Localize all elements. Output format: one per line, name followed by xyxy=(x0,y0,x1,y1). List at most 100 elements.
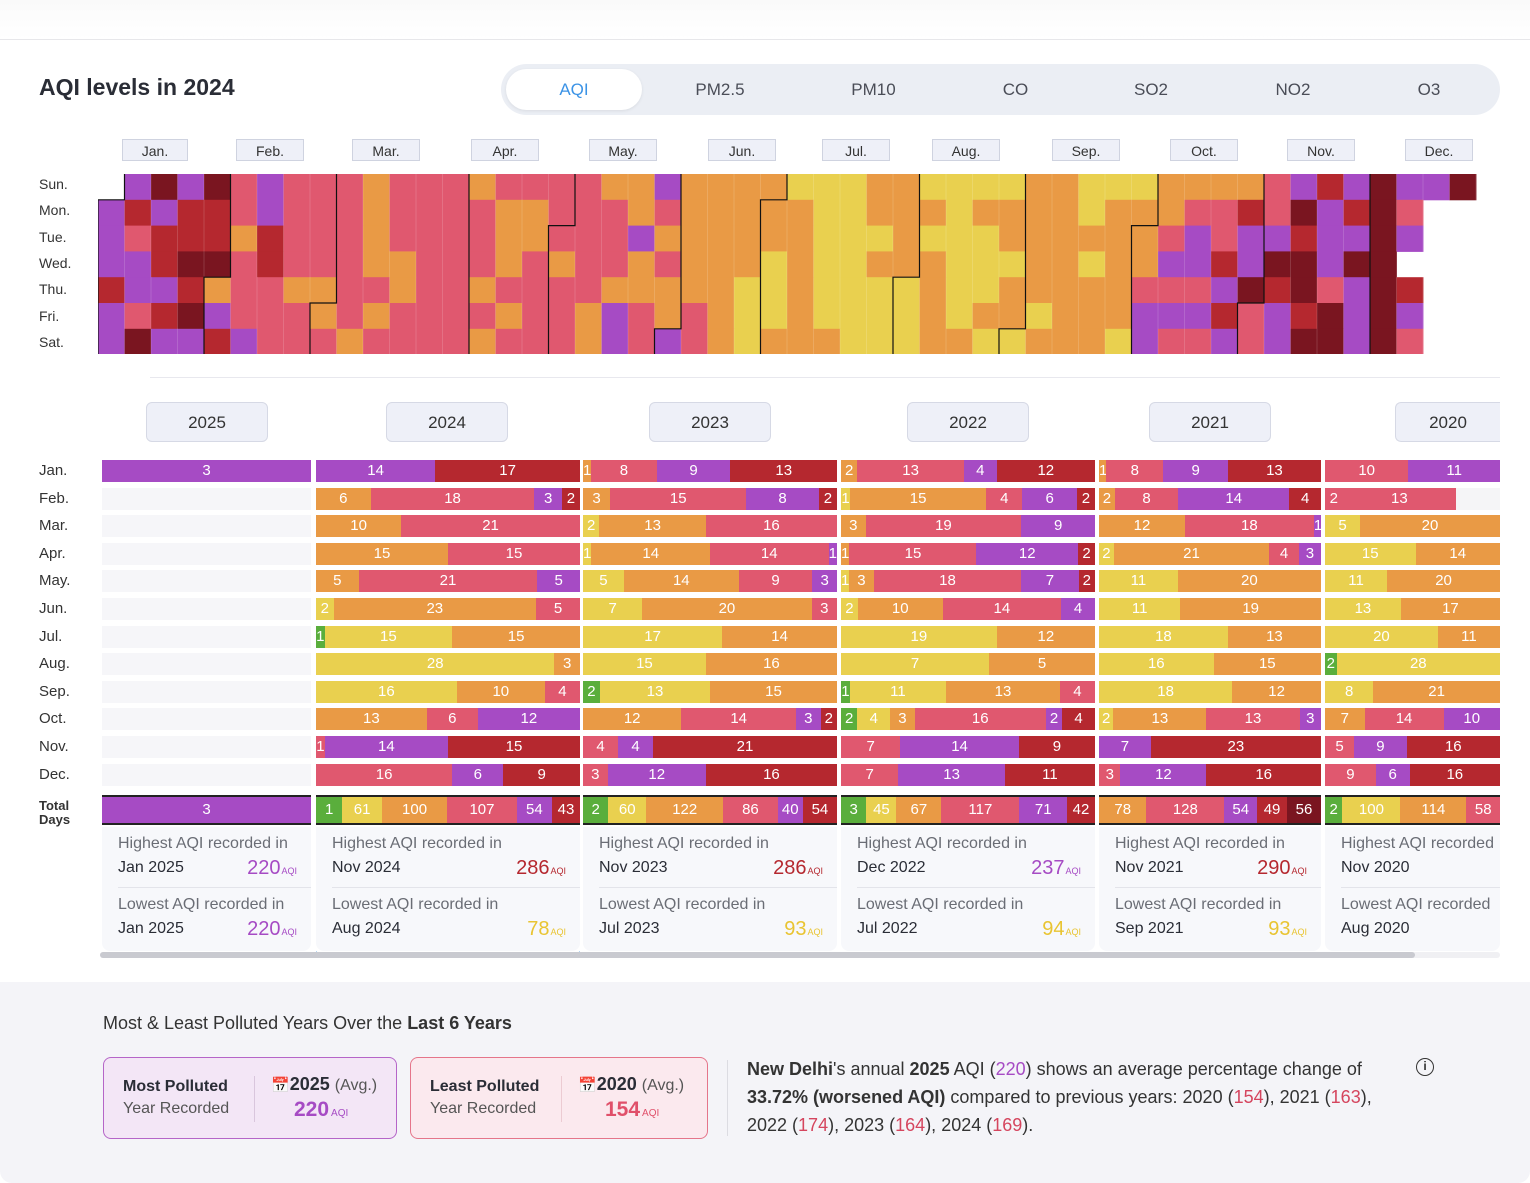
total-segment[interactable]: 42 xyxy=(1066,797,1095,823)
heatmap-day-cell[interactable] xyxy=(363,328,390,354)
day-count-segment[interactable]: 23 xyxy=(1150,736,1321,758)
heatmap-day-cell[interactable] xyxy=(495,174,523,201)
tab-aqi[interactable]: AQI xyxy=(506,69,642,110)
heatmap-day-cell[interactable] xyxy=(389,251,417,278)
day-count-segment[interactable]: 12 xyxy=(1232,680,1321,703)
heatmap-day-cell[interactable] xyxy=(1211,328,1238,354)
heatmap-day-cell[interactable] xyxy=(283,251,311,278)
day-count-segment[interactable]: 21 xyxy=(1113,542,1270,565)
heatmap-day-cell[interactable] xyxy=(1131,303,1159,330)
heatmap-day-cell[interactable] xyxy=(734,251,761,278)
day-count-segment[interactable]: 3 xyxy=(102,460,311,482)
heatmap-day-cell[interactable] xyxy=(204,174,231,201)
heatmap-day-cell[interactable] xyxy=(654,303,682,330)
heatmap-day-cell[interactable] xyxy=(283,199,311,227)
heatmap-day-cell[interactable] xyxy=(1237,199,1265,227)
heatmap-day-cell[interactable] xyxy=(1343,251,1371,278)
day-count-segment[interactable]: 3 xyxy=(1299,708,1321,731)
day-count-segment[interactable]: 1 xyxy=(841,680,850,703)
heatmap-day-cell[interactable] xyxy=(601,303,629,330)
heatmap-day-cell[interactable] xyxy=(310,174,337,201)
heatmap-day-cell[interactable] xyxy=(707,328,735,354)
heatmap-day-cell[interactable] xyxy=(469,174,496,201)
heatmap-day-cell[interactable] xyxy=(416,251,443,278)
day-count-segment[interactable]: 13 xyxy=(898,763,1005,786)
heatmap-day-cell[interactable] xyxy=(601,277,629,304)
day-count-segment[interactable]: 13 xyxy=(1342,487,1457,510)
heatmap-day-cell[interactable] xyxy=(866,251,894,278)
heatmap-day-cell[interactable] xyxy=(760,277,788,304)
heatmap-day-cell[interactable] xyxy=(1025,303,1053,330)
heatmap-day-cell[interactable] xyxy=(1105,251,1132,278)
heatmap-day-cell[interactable] xyxy=(204,277,231,304)
heatmap-day-cell[interactable] xyxy=(124,225,152,252)
heatmap-day-cell[interactable] xyxy=(1290,199,1318,227)
day-count-segment[interactable]: 4 xyxy=(1269,542,1299,565)
day-count-segment[interactable]: 1 xyxy=(1099,460,1107,482)
heatmap-day-cell[interactable] xyxy=(999,199,1026,227)
total-segment[interactable]: 1 xyxy=(316,797,343,823)
day-count-segment[interactable]: 18 xyxy=(370,487,535,510)
heatmap-day-cell[interactable] xyxy=(336,303,364,330)
heatmap-day-cell[interactable] xyxy=(442,225,470,252)
heatmap-day-cell[interactable] xyxy=(1264,225,1291,252)
total-segment[interactable]: 71 xyxy=(1019,797,1067,823)
day-count-segment[interactable]: 14 xyxy=(316,460,436,482)
heatmap-day-cell[interactable] xyxy=(1158,277,1185,304)
day-count-segment[interactable]: 2 xyxy=(1325,487,1343,510)
heatmap-day-cell[interactable] xyxy=(363,303,390,330)
day-count-segment[interactable]: 14 xyxy=(623,570,739,593)
heatmap-day-cell[interactable] xyxy=(548,199,576,227)
day-count-segment[interactable]: 19 xyxy=(841,625,997,648)
day-count-segment[interactable]: 28 xyxy=(1336,653,1500,676)
day-count-segment[interactable]: 1 xyxy=(583,542,592,565)
day-count-segment[interactable]: 17 xyxy=(583,625,723,648)
heatmap-day-cell[interactable] xyxy=(230,277,258,304)
heatmap-day-cell[interactable] xyxy=(893,328,920,354)
heatmap-day-cell[interactable] xyxy=(681,277,708,304)
heatmap-day-cell[interactable] xyxy=(1211,251,1238,278)
heatmap-day-cell[interactable] xyxy=(575,251,602,278)
heatmap-day-cell[interactable] xyxy=(1290,303,1318,330)
day-count-segment[interactable]: 15 xyxy=(316,542,448,565)
heatmap-day-cell[interactable] xyxy=(575,225,602,252)
heatmap-day-cell[interactable] xyxy=(734,174,761,201)
day-count-segment[interactable]: 7 xyxy=(1099,736,1151,758)
heatmap-day-cell[interactable] xyxy=(628,251,655,278)
heatmap-day-cell[interactable] xyxy=(230,328,258,354)
total-segment[interactable]: 86 xyxy=(723,797,778,823)
heatmap-day-cell[interactable] xyxy=(1396,303,1424,330)
heatmap-day-cell[interactable] xyxy=(442,174,470,201)
heatmap-day-cell[interactable] xyxy=(575,328,602,354)
heatmap-day-cell[interactable] xyxy=(1105,225,1132,252)
day-count-segment[interactable]: 8 xyxy=(1114,487,1179,510)
heatmap-day-cell[interactable] xyxy=(1184,225,1212,252)
total-segment[interactable]: 58 xyxy=(1466,797,1500,823)
day-count-segment[interactable]: 20 xyxy=(1360,515,1500,538)
day-count-segment[interactable]: 13 xyxy=(1227,625,1321,648)
heatmap-day-cell[interactable] xyxy=(999,174,1026,201)
heatmap-day-cell[interactable] xyxy=(1396,174,1424,201)
heatmap-day-cell[interactable] xyxy=(177,225,205,252)
heatmap-day-cell[interactable] xyxy=(389,277,417,304)
tab-no2[interactable]: NO2 xyxy=(1275,80,1311,99)
day-count-segment[interactable]: 2 xyxy=(1099,487,1115,510)
heatmap-day-cell[interactable] xyxy=(1078,174,1106,201)
heatmap-day-cell[interactable] xyxy=(999,328,1026,354)
day-count-segment[interactable]: 1 xyxy=(1313,515,1321,538)
heatmap-day-cell[interactable] xyxy=(1131,174,1159,201)
day-count-segment[interactable]: 10 xyxy=(1443,708,1500,731)
heatmap-day-cell[interactable] xyxy=(151,199,178,227)
heatmap-day-cell[interactable] xyxy=(813,225,841,252)
day-count-segment[interactable]: 12 xyxy=(583,708,682,731)
heatmap-day-cell[interactable] xyxy=(1343,277,1371,304)
day-count-segment[interactable]: 2 xyxy=(316,598,334,620)
day-count-segment[interactable]: 13 xyxy=(1206,708,1300,731)
heatmap-day-cell[interactable] xyxy=(1158,303,1185,330)
heatmap-day-cell[interactable] xyxy=(840,174,867,201)
heatmap-day-cell[interactable] xyxy=(813,328,841,354)
day-count-segment[interactable]: 3 xyxy=(1298,542,1321,565)
day-count-segment[interactable]: 19 xyxy=(1180,598,1321,620)
day-count-segment[interactable]: 14 xyxy=(942,598,1062,620)
heatmap-day-cell[interactable] xyxy=(1025,199,1053,227)
